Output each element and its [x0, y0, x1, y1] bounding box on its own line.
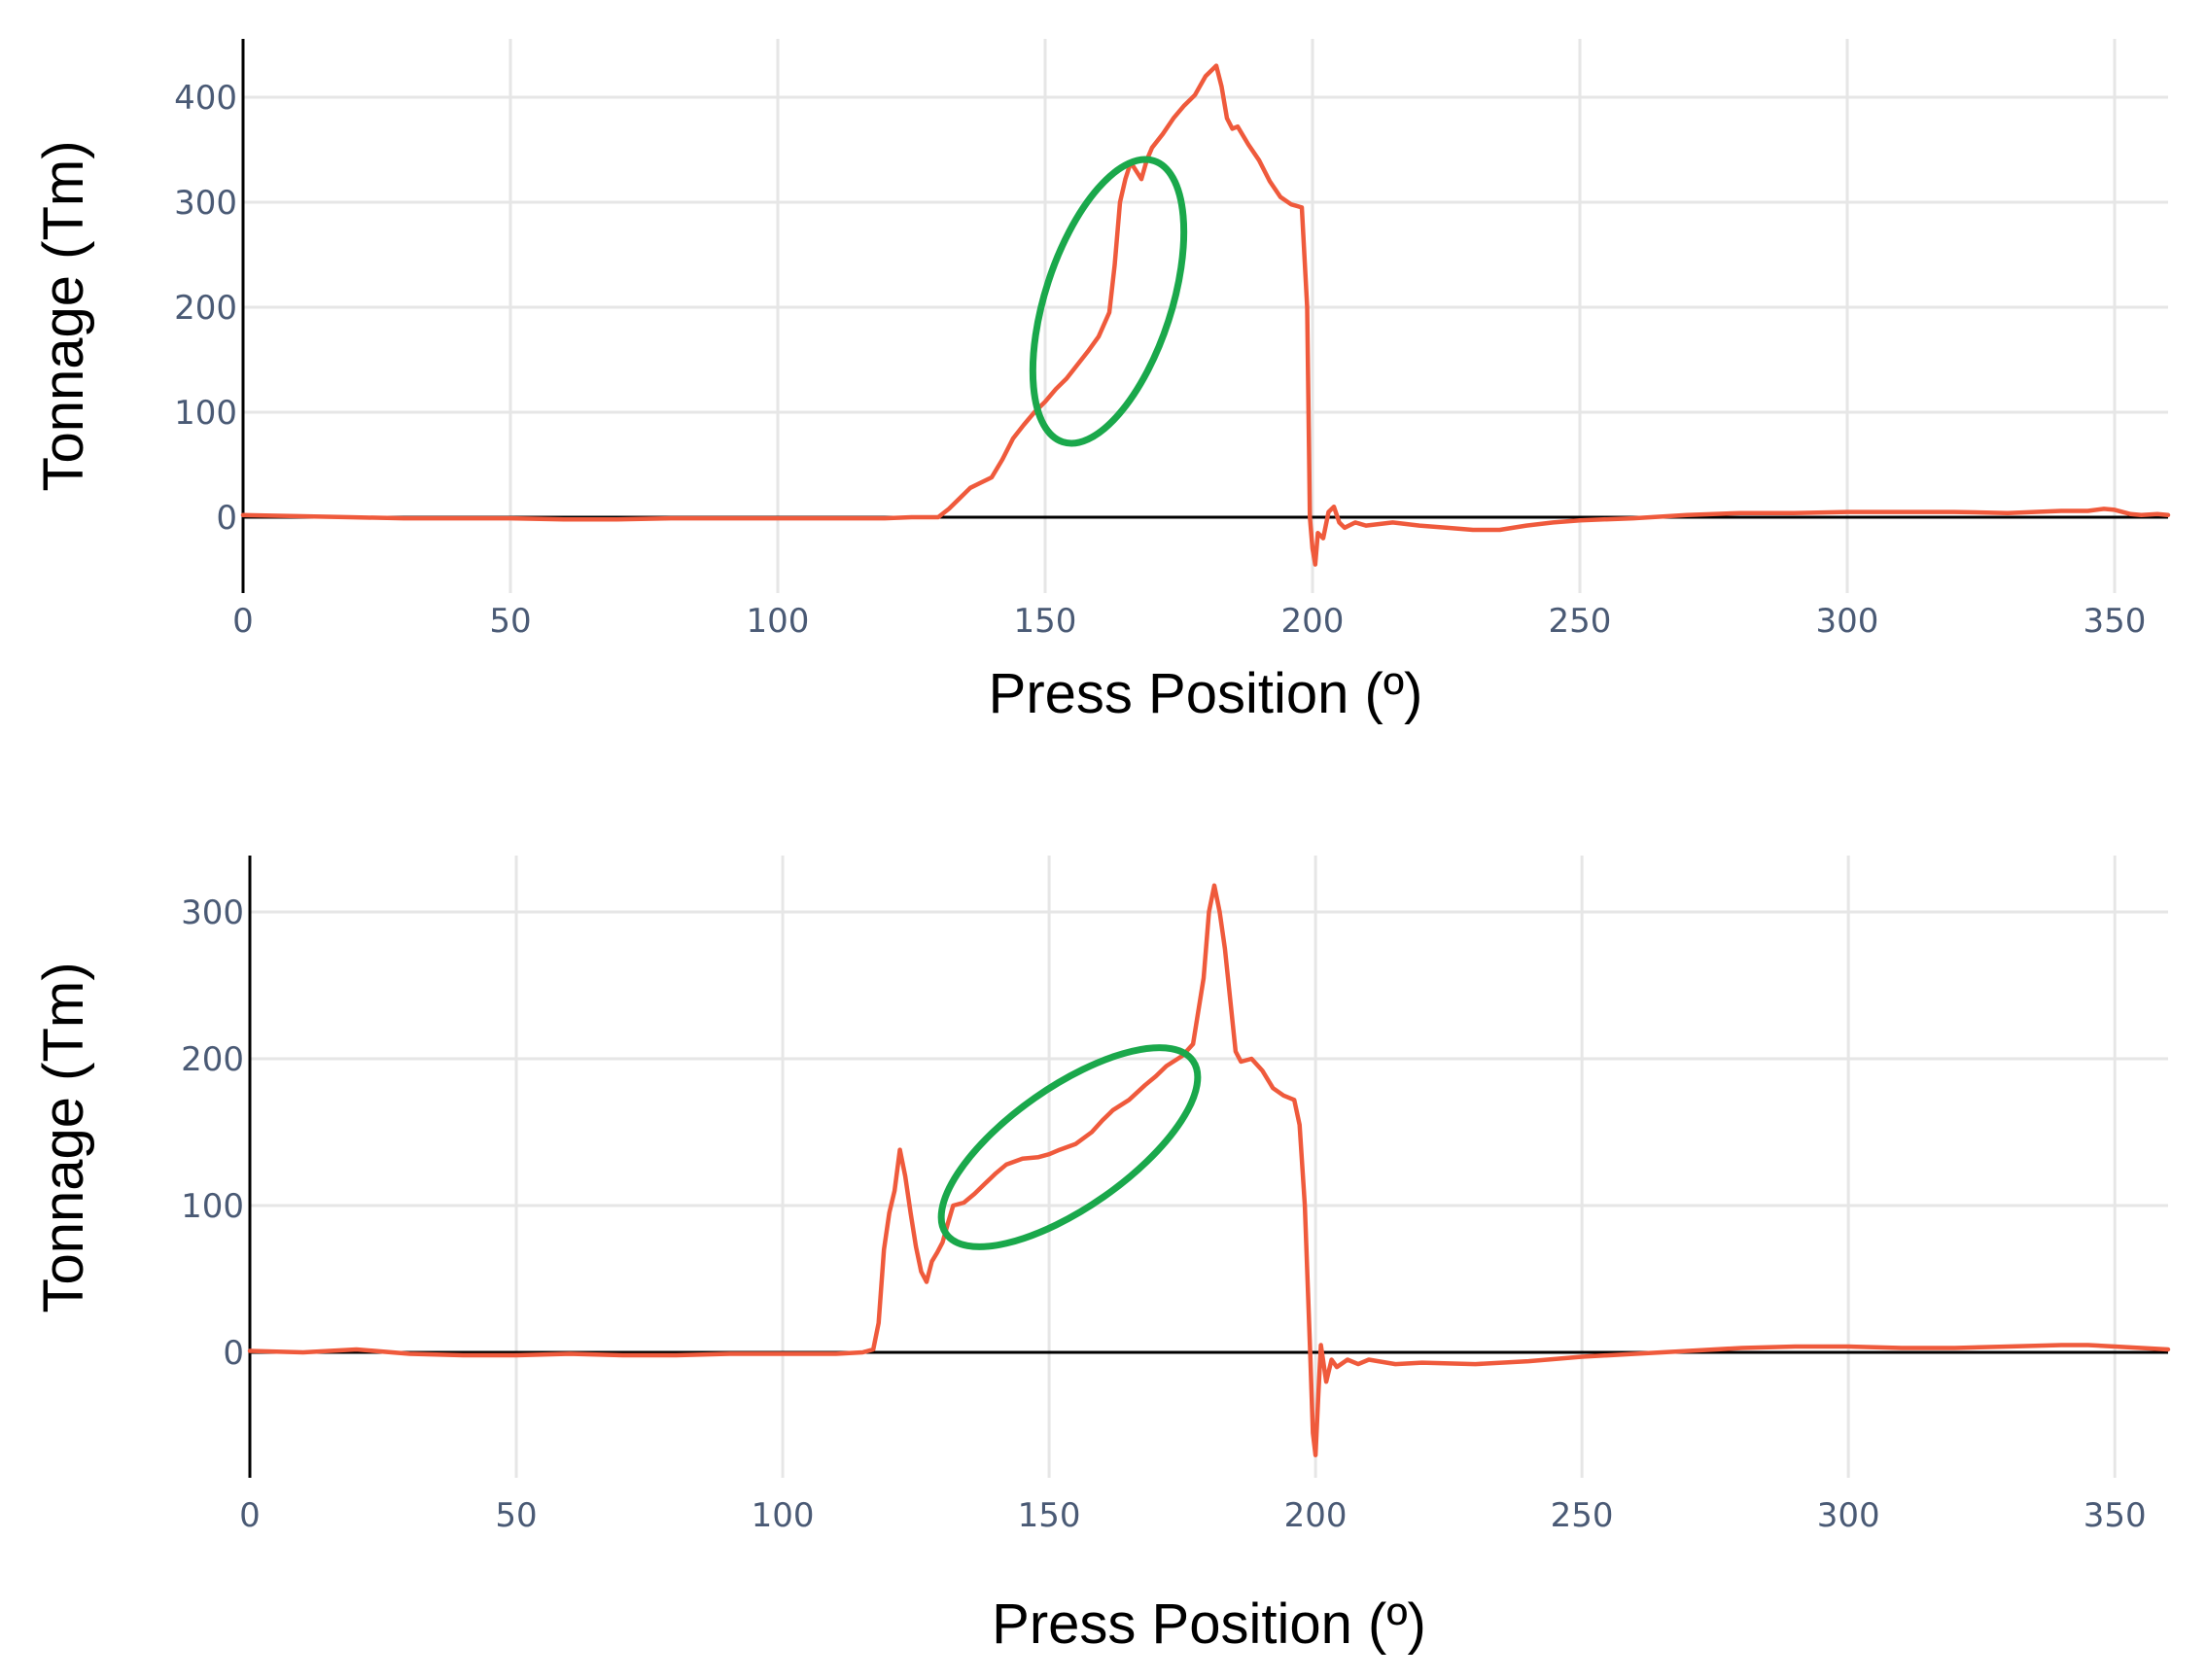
x-tick-label: 50 [495, 1496, 537, 1535]
y-tick-label: 400 [174, 79, 237, 118]
x-tick-label: 350 [2083, 1496, 2147, 1535]
x-tick-label: 250 [1549, 602, 1612, 641]
x-tick-label: 50 [489, 602, 531, 641]
x-tick-label: 300 [1817, 1496, 1880, 1535]
y-tick-label: 200 [174, 289, 237, 328]
x-tick-label: 150 [1018, 1496, 1081, 1535]
y-tick-label: 300 [181, 893, 244, 932]
x-tick-label: 100 [752, 1496, 815, 1535]
x-tick-label: 250 [1551, 1496, 1614, 1535]
y-tick-label: 100 [181, 1187, 244, 1226]
x-tick-label: 150 [1014, 602, 1077, 641]
x-tick-label: 300 [1816, 602, 1879, 641]
x-tick-label: 0 [232, 602, 254, 641]
y-axis-title: Tonnage (Tm) [32, 962, 95, 1312]
highlight-ellipse [937, 1044, 1202, 1250]
series-line-1 [240, 63, 2171, 567]
y-tick-label: 0 [223, 1334, 244, 1373]
x-tick-label: 350 [2083, 602, 2147, 641]
x-tick-label: 100 [747, 602, 810, 641]
highlight-ellipse [1029, 156, 1188, 447]
x-tick-label: 200 [1284, 1496, 1348, 1535]
x-tick-label: 0 [239, 1496, 261, 1535]
x-axis-title: Press Position (º) [992, 1592, 1426, 1656]
chart-panel-2: 0 50 100 150 200 250 300 350 0 100 200 300 Press Pos… [32, 856, 2171, 1656]
x-axis-title: Press Position (º) [989, 662, 1423, 725]
series-line-1 [247, 883, 2171, 1457]
y-tick-label: 200 [181, 1040, 244, 1079]
chart-panel-1: 0 50 100 150 200 250 300 350 0 100 200 300 400 Press … [32, 39, 2171, 725]
y-tick-label: 300 [174, 184, 237, 223]
x-tick-label: 200 [1281, 602, 1345, 641]
y-tick-label: 100 [174, 394, 237, 433]
y-axis-title: Tonnage (Tm) [32, 140, 95, 491]
y-tick-label: 0 [216, 499, 237, 538]
